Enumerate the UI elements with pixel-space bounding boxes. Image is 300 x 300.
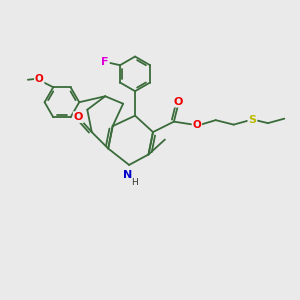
Text: S: S — [248, 115, 256, 125]
Text: O: O — [35, 74, 44, 84]
Text: O: O — [193, 120, 201, 130]
Text: H: H — [131, 178, 138, 187]
Text: F: F — [101, 57, 109, 67]
Text: O: O — [74, 112, 83, 122]
Text: O: O — [174, 97, 183, 106]
Text: N: N — [123, 170, 132, 180]
